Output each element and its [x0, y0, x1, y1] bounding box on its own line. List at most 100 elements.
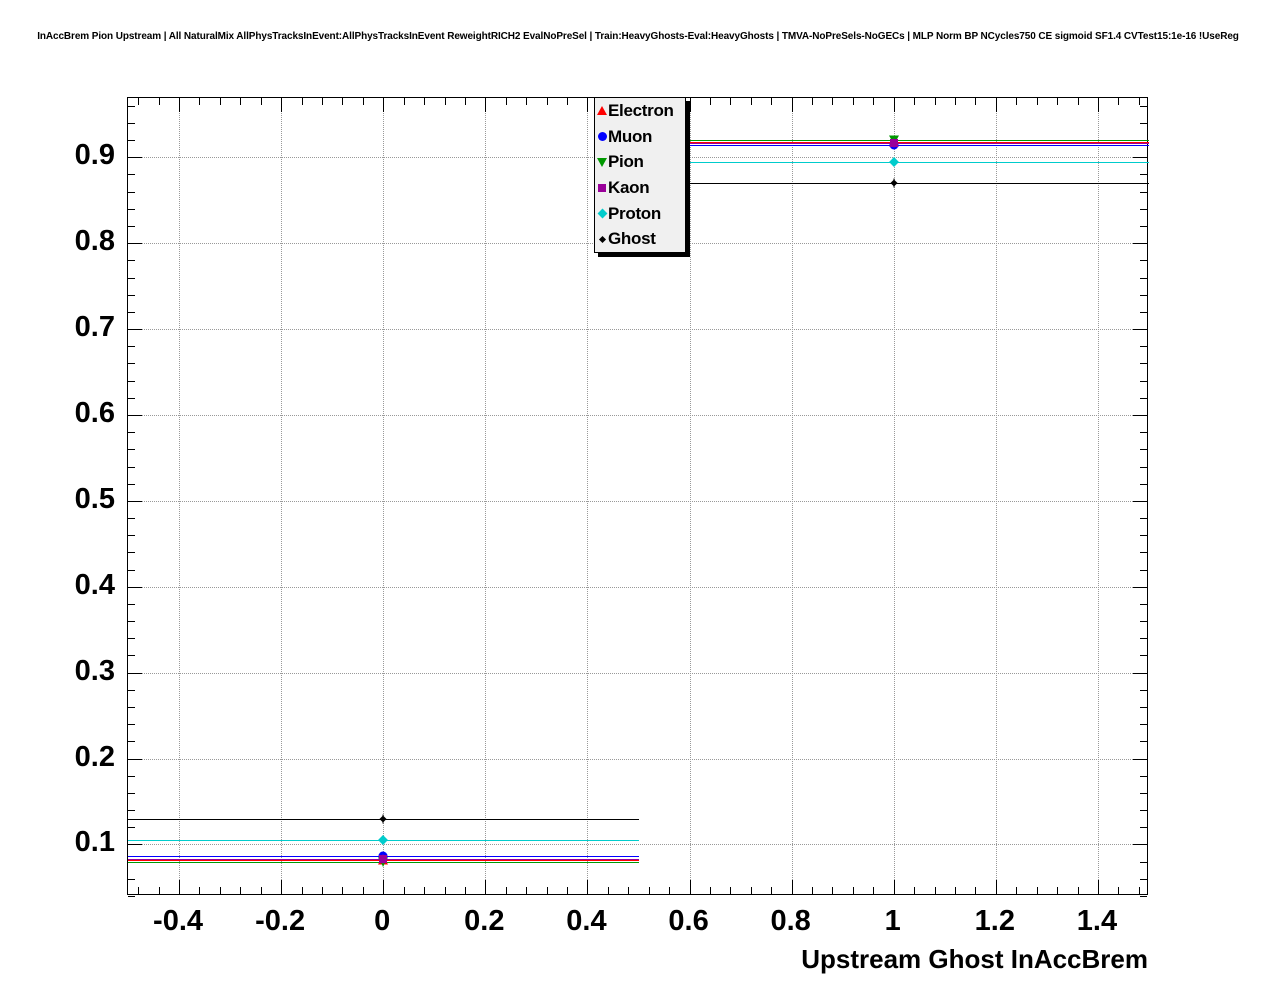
triangle-up-icon [597, 106, 607, 116]
y-tick [128, 483, 135, 485]
y-tick-label: 0.1 [74, 826, 115, 859]
x-tick [832, 98, 834, 105]
x-tick [321, 887, 323, 894]
y-tick [128, 569, 135, 571]
x-tick [281, 98, 283, 112]
x-tick [873, 887, 875, 894]
y-tick [128, 638, 135, 640]
x-tick-label: 0.4 [566, 905, 607, 937]
y-tick [128, 878, 135, 880]
square-marker-icon [379, 855, 388, 864]
diamond-marker-icon [378, 835, 389, 846]
x-tick [424, 887, 426, 894]
grid-line-y [128, 758, 1147, 760]
x-tick [485, 98, 487, 112]
x-tick-label: 1.2 [974, 905, 1016, 937]
x-tick [526, 98, 528, 105]
y-tick [1133, 844, 1147, 846]
y-tick [128, 827, 135, 829]
legend-label-electron: Electron [608, 100, 674, 120]
diamond-marker-icon [888, 156, 899, 167]
x-tick [158, 98, 160, 105]
y-tick [128, 844, 142, 846]
x-axis-title: Upstream Ghost InAccBrem [801, 944, 1148, 974]
grid-line-y [128, 414, 1147, 416]
y-tick [128, 140, 135, 142]
diamond-small-marker-icon [379, 815, 387, 823]
x-tick [893, 880, 895, 894]
x-tick [730, 887, 732, 894]
x-tick-label: 1 [884, 905, 901, 937]
grid-line-y [128, 329, 1147, 331]
grid-line-x [1097, 98, 1099, 894]
x-tick [444, 98, 446, 105]
y-tick [1140, 191, 1147, 193]
y-tick [1140, 552, 1147, 554]
x-tick [260, 98, 262, 105]
legend-item-electron: Electron [595, 98, 685, 124]
x-tick [1057, 98, 1059, 105]
grid-line-y [128, 844, 1147, 846]
diamond-icon [597, 208, 607, 219]
x-tick [893, 98, 895, 112]
y-tick [1140, 174, 1147, 176]
y-tick [1140, 741, 1147, 743]
x-tick [1016, 98, 1018, 105]
square-icon [598, 183, 606, 192]
x-tick [812, 887, 814, 894]
plot-title: InAccBrem Pion Upstream | All NaturalMix… [37, 31, 1239, 42]
grid-line-x [485, 98, 487, 894]
y-tick [128, 174, 135, 176]
diamond-icon [596, 208, 608, 219]
y-tick [1140, 363, 1147, 365]
y-tick-label: 0.5 [74, 482, 115, 515]
y-tick [128, 260, 135, 262]
x-tick [852, 887, 854, 894]
y-tick [1140, 603, 1147, 605]
triangle-down-icon [596, 157, 608, 167]
y-tick [128, 792, 135, 794]
circle-icon [597, 132, 607, 141]
x-tick [138, 98, 140, 105]
x-tick [832, 887, 834, 894]
x-tick [219, 887, 221, 894]
grid-line-x [791, 98, 793, 894]
x-tick [1016, 887, 1018, 894]
x-tick [689, 880, 691, 894]
grid-line-x [179, 98, 181, 894]
marker-proton [888, 156, 899, 167]
x-tick [771, 98, 773, 105]
y-tick [1140, 707, 1147, 709]
x-tick [1118, 887, 1120, 894]
y-tick-label: 0.2 [74, 740, 115, 773]
y-tick [1140, 346, 1147, 348]
y-tick-label: 0.7 [74, 310, 115, 343]
x-tick [138, 887, 140, 894]
x-tick [669, 887, 671, 894]
y-tick [128, 122, 135, 124]
legend-label-kaon: Kaon [608, 177, 650, 197]
x-tick [873, 98, 875, 105]
y-tick-label: 0.8 [74, 224, 115, 257]
x-tick [546, 98, 548, 105]
y-tick [128, 225, 135, 227]
y-tick [1133, 500, 1147, 502]
x-tick [403, 98, 405, 105]
y-tick [1140, 208, 1147, 210]
x-tick [607, 887, 609, 894]
y-tick [1133, 414, 1147, 416]
grid-line-y [128, 500, 1147, 502]
legend-label-pion: Pion [608, 152, 644, 172]
y-tick-label: 0.4 [74, 568, 115, 601]
y-tick [1140, 277, 1147, 279]
x-tick [301, 98, 303, 105]
legend-item-proton: Proton [595, 201, 685, 227]
x-tick [444, 887, 446, 894]
y-tick [1140, 122, 1147, 124]
y-tick [128, 655, 135, 657]
x-tick [464, 98, 466, 105]
x-tick [1097, 98, 1099, 112]
triangle-down-icon [597, 157, 607, 167]
x-tick [587, 98, 589, 112]
